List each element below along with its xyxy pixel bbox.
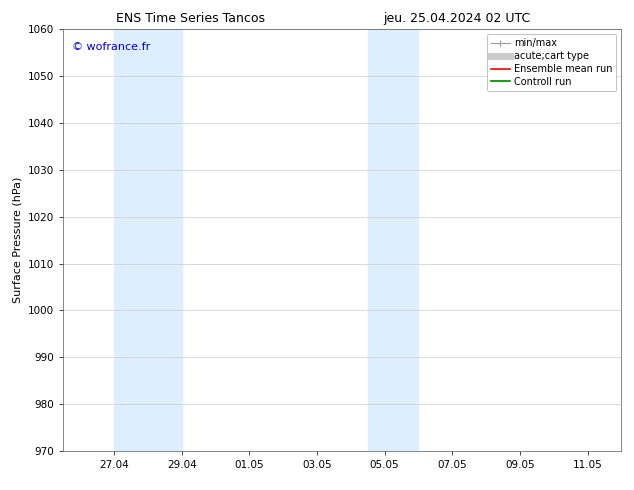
Bar xyxy=(114,29,182,451)
Y-axis label: Surface Pressure (hPa): Surface Pressure (hPa) xyxy=(13,177,23,303)
Text: © wofrance.fr: © wofrance.fr xyxy=(72,42,150,52)
Legend: min/max, acute;cart type, Ensemble mean run, Controll run: min/max, acute;cart type, Ensemble mean … xyxy=(487,34,616,91)
Bar xyxy=(368,29,418,451)
Text: ENS Time Series Tancos: ENS Time Series Tancos xyxy=(115,12,265,25)
Text: jeu. 25.04.2024 02 UTC: jeu. 25.04.2024 02 UTC xyxy=(383,12,530,25)
